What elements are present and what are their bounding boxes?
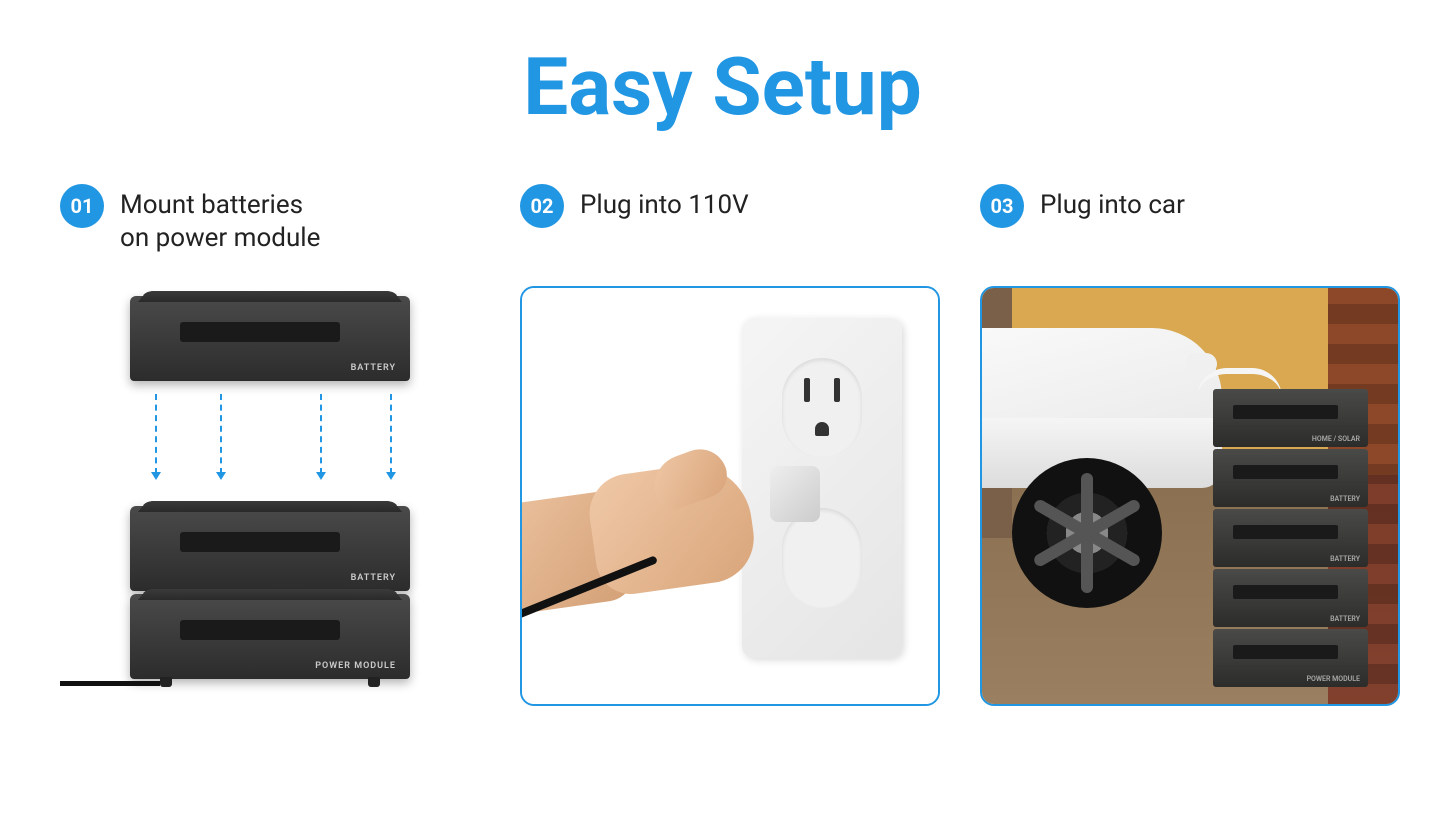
- hand-icon: [520, 418, 782, 618]
- step-02-illustration: [520, 286, 940, 706]
- module-slot: [180, 322, 340, 342]
- tower-slot: [1233, 645, 1338, 659]
- wheel-spoke: [1081, 473, 1093, 593]
- module-stack: BATTERY BATTERY POWER MODULE: [60, 286, 480, 706]
- power-cable: [60, 636, 160, 686]
- module-foot: [160, 677, 172, 687]
- step-02-header: 02 Plug into 110V: [520, 184, 749, 256]
- step-02-label: Plug into 110V: [580, 184, 749, 222]
- tower-module-label: BATTERY: [1330, 495, 1360, 503]
- tower-module-4: POWER MODULE: [1213, 629, 1368, 687]
- tower-slot: [1233, 525, 1338, 539]
- step-03: 03 Plug into car HOME: [980, 184, 1400, 706]
- step-01-label: Mount batterieson power module: [120, 184, 320, 254]
- outlet-bottom: [782, 508, 862, 608]
- step-03-label: Plug into car: [1040, 184, 1185, 222]
- step-01: 01 Mount batterieson power module BATTER…: [60, 184, 480, 706]
- car-wheel: [1012, 458, 1162, 608]
- outlet-top: [782, 358, 862, 458]
- mount-arrow-3: [320, 394, 322, 474]
- tower-module-2: BATTERY: [1213, 509, 1368, 567]
- charger-plug: [1187, 353, 1217, 375]
- step-03-header: 03 Plug into car: [980, 184, 1185, 256]
- step-01-header: 01 Mount batterieson power module: [60, 184, 320, 256]
- battery-module-bottom: BATTERY: [130, 506, 410, 591]
- outlet-slot: [834, 378, 840, 402]
- power-module: POWER MODULE: [130, 594, 410, 679]
- tower-module-3: BATTERY: [1213, 569, 1368, 627]
- outlet-scene: [522, 288, 938, 704]
- mount-arrow-2: [220, 394, 222, 474]
- garage-scene: HOME / SOLAR BATTERY BATTERY BATTERY: [982, 288, 1398, 704]
- step-03-number-badge: 03: [980, 184, 1024, 228]
- tower-module-1: BATTERY: [1213, 449, 1368, 507]
- module-label: BATTERY: [351, 573, 396, 583]
- step-02: 02 Plug into 110V: [520, 184, 940, 706]
- module-label: POWER MODULE: [315, 661, 396, 671]
- module-label: BATTERY: [351, 363, 396, 373]
- outlet-ground: [815, 422, 829, 436]
- tower-module-label: POWER MODULE: [1307, 675, 1360, 683]
- module-slot: [180, 532, 340, 552]
- battery-module-top: BATTERY: [130, 296, 410, 381]
- step-01-illustration: BATTERY BATTERY POWER MODULE: [60, 286, 480, 706]
- step-01-number-badge: 01: [60, 184, 104, 228]
- battery-tower: HOME / SOLAR BATTERY BATTERY BATTERY: [1213, 389, 1368, 689]
- steps-row: 01 Mount batterieson power module BATTER…: [60, 184, 1385, 706]
- module-foot: [368, 677, 380, 687]
- module-slot: [180, 620, 340, 640]
- tower-module-label: HOME / SOLAR: [1312, 435, 1360, 443]
- outlet-slot: [804, 378, 810, 402]
- step-02-number-badge: 02: [520, 184, 564, 228]
- page-title: Easy Setup: [60, 40, 1385, 134]
- tower-module-label: BATTERY: [1330, 615, 1360, 623]
- tower-module-0: HOME / SOLAR: [1213, 389, 1368, 447]
- tower-module-label: BATTERY: [1330, 555, 1360, 563]
- mount-arrow-1: [155, 394, 157, 474]
- tower-slot: [1233, 405, 1338, 419]
- tower-slot: [1233, 465, 1338, 479]
- mount-arrow-4: [390, 394, 392, 474]
- tower-slot: [1233, 585, 1338, 599]
- step-03-illustration: HOME / SOLAR BATTERY BATTERY BATTERY: [980, 286, 1400, 706]
